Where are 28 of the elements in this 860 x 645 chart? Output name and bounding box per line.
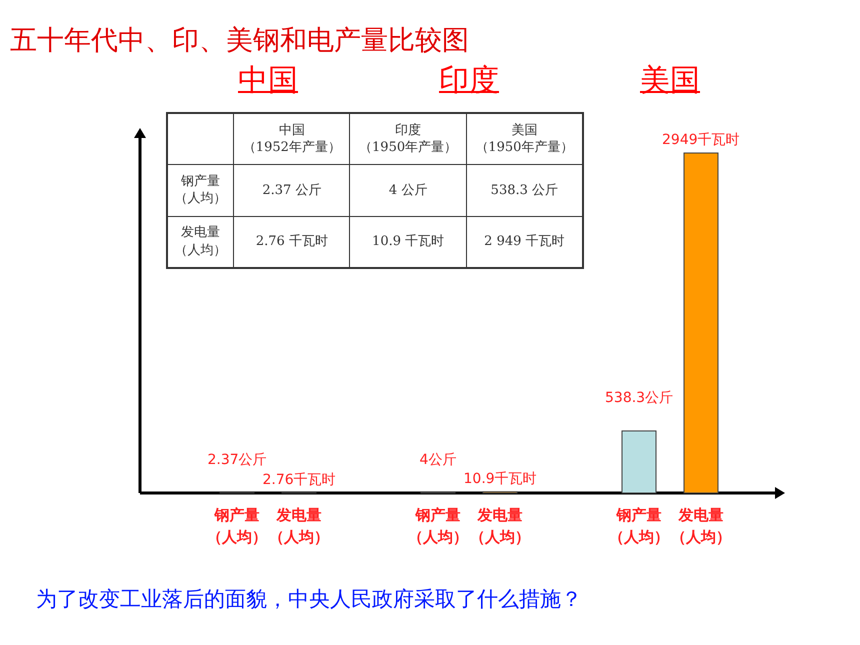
- text: 发电量（人均）: [470, 506, 530, 546]
- annotation: 印度（1950年产量）: [350, 113, 466, 165]
- x-tick-label: 中国: [238, 62, 298, 100]
- data-label: 538.3公斤: [605, 388, 674, 407]
- series-label: 发电量（人均）: [268, 505, 330, 548]
- note: 为了改变工业落后的面貌，中央人民政府采取了什么措施？: [36, 586, 582, 613]
- x-tick-label: 印度: [439, 62, 499, 100]
- title: 五十年代中、印、美钢和电产量比较图: [10, 24, 469, 58]
- annotation: 10.9 千瓦时: [350, 216, 466, 268]
- annotation: 钢产量（人均）: [167, 164, 234, 216]
- text: 钢产量（人均）: [609, 506, 669, 546]
- data-label: 10.9千瓦时: [464, 470, 537, 488]
- text: 发电量（人均）: [671, 506, 731, 546]
- annotation: 2.76 千瓦时: [234, 216, 350, 268]
- x-tick-label: 美国: [640, 62, 700, 100]
- series-label: 钢产量（人均）: [206, 505, 268, 548]
- data-label: 4公斤: [420, 450, 456, 469]
- annotation: 538.3 公斤: [466, 164, 583, 216]
- annotation: 中国（1952年产量）: [234, 113, 350, 165]
- annotation: 4 公斤: [350, 164, 466, 216]
- annotation: 发电量（人均）: [167, 216, 234, 268]
- data-label: 2.76千瓦时: [262, 470, 336, 489]
- text: 钢产量（人均）: [408, 506, 468, 546]
- annotation: 美国（1950年产量）: [466, 113, 583, 165]
- annotation: 2 949 千瓦时: [466, 216, 583, 268]
- annotation: 2.37 公斤: [234, 164, 350, 216]
- data-label: 2.37公斤: [208, 450, 267, 469]
- data-label: 2949千瓦时: [662, 131, 740, 149]
